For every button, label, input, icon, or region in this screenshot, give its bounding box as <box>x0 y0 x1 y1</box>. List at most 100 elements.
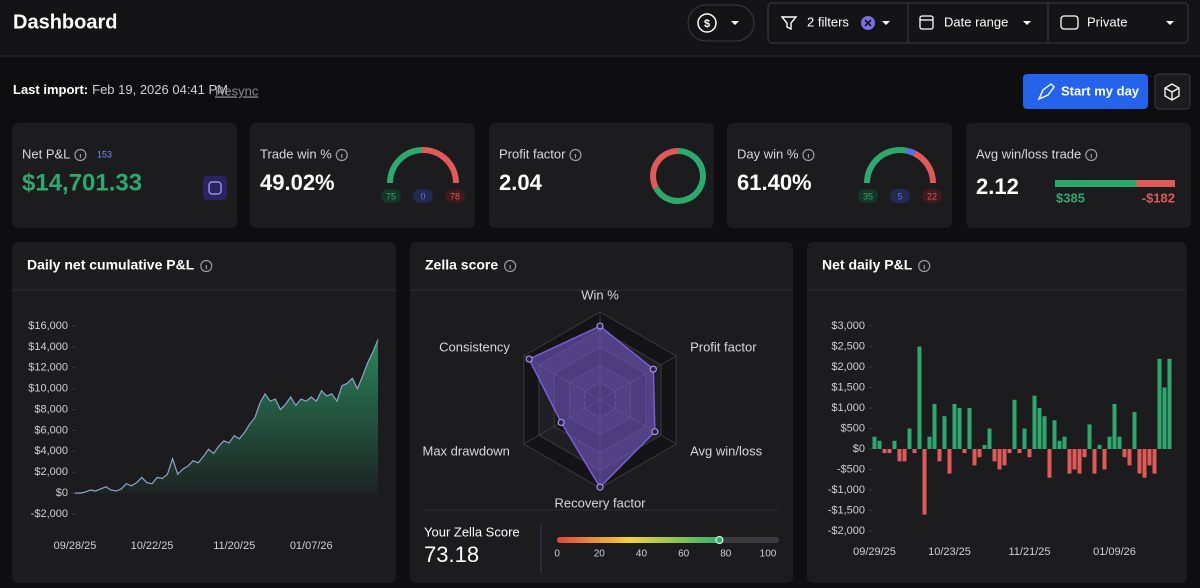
icon-box <box>203 176 227 200</box>
bar <box>1032 395 1037 449</box>
radar-axis-label: Avg win/loss <box>690 443 763 458</box>
card-label: Day win % <box>737 146 799 161</box>
svg-text:$: $ <box>704 18 710 30</box>
gauge-segment <box>421 147 459 184</box>
y-tick-label: $3,000 <box>831 320 865 332</box>
y-tick-label: -$1,000 <box>828 484 865 496</box>
radar-point <box>557 418 565 427</box>
area-fill <box>75 339 378 494</box>
bar <box>972 449 977 466</box>
bar <box>1147 449 1152 466</box>
loss-label: -$182 <box>1142 190 1175 205</box>
x-tick-label: 10/23/25 <box>928 546 971 558</box>
import-time: Feb 19, 2026 04:41 PM <box>92 82 228 97</box>
bar <box>872 436 877 449</box>
bar <box>1107 436 1112 449</box>
date-range-button[interactable]: Date range <box>919 14 1031 30</box>
score-tick: 60 <box>678 549 690 560</box>
chart-panel <box>807 242 1187 583</box>
gauge-pill <box>413 189 433 203</box>
radar-axis-label: Consistency <box>439 339 510 354</box>
gauge-count: 78 <box>450 191 460 201</box>
gauge-pill <box>890 189 910 203</box>
radar-point <box>525 355 533 363</box>
y-tick-label: -$2,000 <box>31 508 68 520</box>
bar <box>917 346 922 449</box>
bar <box>1137 449 1142 474</box>
score-marker <box>715 536 724 544</box>
cumulative-line <box>75 339 379 494</box>
bar <box>1047 449 1052 478</box>
bar <box>1112 403 1117 449</box>
start-day-button[interactable]: Start my day <box>1023 74 1148 109</box>
gauge-segment <box>387 147 423 184</box>
account-button[interactable]: Private <box>1060 14 1174 30</box>
icon-box-inner <box>208 181 222 195</box>
gauge-count: 75 <box>386 191 396 201</box>
x-tick-label: 01/07/26 <box>290 540 333 552</box>
radar-axis-label: Win % <box>581 287 619 302</box>
filter-group <box>767 2 1189 44</box>
bar <box>1167 358 1172 449</box>
score-tick: 100 <box>760 549 777 560</box>
score-value: 73.18 <box>424 542 479 567</box>
currency-button[interactable]: $ <box>687 4 755 42</box>
stat-card <box>12 123 237 228</box>
bar <box>957 408 962 449</box>
bar <box>1027 449 1032 458</box>
bar <box>1062 436 1067 449</box>
score-fill <box>557 537 720 543</box>
bar <box>907 428 912 449</box>
bar <box>1052 420 1057 449</box>
radar-axis-label: Recovery factor <box>554 495 646 510</box>
stat-card <box>489 123 714 228</box>
y-tick-label: $8,000 <box>34 403 68 415</box>
y-tick-label: -$500 <box>837 463 865 475</box>
bar <box>997 449 1002 470</box>
bar <box>1162 387 1167 449</box>
y-tick-label: $12,000 <box>28 362 68 374</box>
x-tick-label: 11/20/25 <box>213 540 255 552</box>
info-icon <box>569 148 582 162</box>
bar <box>877 440 882 449</box>
radar-axis-label: Max drawdown <box>422 443 509 458</box>
score-label: Your Zella Score <box>424 524 520 539</box>
bar <box>962 449 967 454</box>
bar <box>1077 449 1082 474</box>
bar <box>1007 449 1012 454</box>
y-tick-label: $0 <box>853 443 865 455</box>
y-tick-label: $10,000 <box>28 383 68 395</box>
bar <box>1092 449 1097 474</box>
info-icon <box>504 259 517 273</box>
gauge-count: 22 <box>927 191 937 201</box>
donut-profit <box>653 148 706 204</box>
bar <box>1127 449 1132 466</box>
score-tick: 80 <box>720 549 732 560</box>
bar <box>1017 449 1022 454</box>
card-label: Avg win/loss trade <box>976 146 1081 161</box>
bar <box>922 449 927 515</box>
bar <box>942 416 947 449</box>
stat-card <box>966 123 1191 228</box>
radar-point <box>596 322 604 330</box>
bar <box>912 449 917 454</box>
gauge-pill <box>445 189 465 203</box>
bar <box>1102 449 1107 470</box>
card-value: 2.12 <box>976 174 1019 199</box>
info-icon <box>74 148 87 162</box>
radar-point <box>651 428 659 436</box>
resync-link[interactable]: Resync <box>215 83 259 98</box>
card-value: 2.04 <box>499 170 543 195</box>
y-tick-label: $2,500 <box>831 340 865 352</box>
bar <box>992 449 997 462</box>
win-bar <box>1055 180 1137 187</box>
y-tick-label: $2,000 <box>34 466 68 478</box>
bar <box>1087 424 1092 449</box>
filters-button[interactable]: 2 filters <box>780 14 890 31</box>
bar <box>947 449 952 474</box>
start-day-label: Start my day <box>1061 83 1140 98</box>
info-icon <box>918 259 931 273</box>
box-button[interactable] <box>1154 73 1191 110</box>
info-icon <box>1085 148 1098 162</box>
